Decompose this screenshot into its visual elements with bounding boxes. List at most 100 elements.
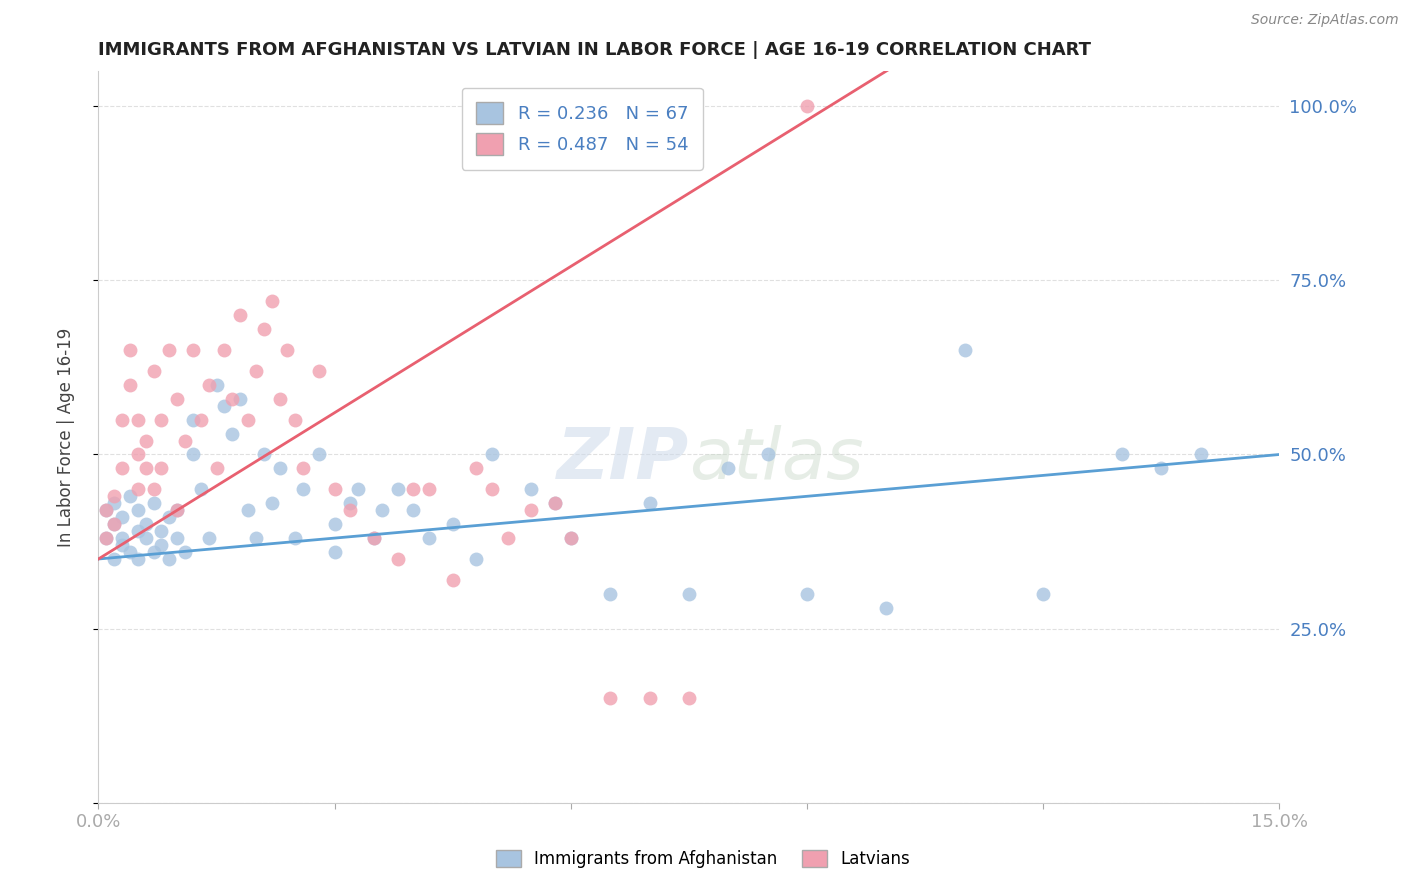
Point (544, 496, 567, 510)
Point (245, 531, 267, 545)
Point (269, 461, 291, 475)
Point (678, 587, 700, 601)
Point (174, 434, 197, 448)
Point (520, 503, 543, 517)
Point (174, 545, 197, 559)
Point (127, 524, 149, 538)
Point (181, 448, 204, 462)
Point (796, 587, 818, 601)
Point (560, 531, 582, 545)
Point (142, 496, 165, 510)
Point (111, 461, 134, 475)
Point (465, 461, 488, 475)
Point (111, 538, 134, 552)
Point (157, 552, 180, 566)
Text: IMMIGRANTS FROM AFGHANISTAN VS LATVIAN IN LABOR FORCE | AGE 16-19 CORRELATION CH: IMMIGRANTS FROM AFGHANISTAN VS LATVIAN I… (98, 41, 1091, 59)
Point (229, 308, 252, 322)
Text: Source: ZipAtlas.com: Source: ZipAtlas.com (1251, 13, 1399, 28)
Point (205, 461, 228, 475)
Point (347, 483, 370, 497)
Point (323, 483, 346, 497)
Point (127, 412, 149, 426)
Point (197, 531, 219, 545)
Point (157, 343, 180, 357)
Point (214, 399, 236, 413)
Point (166, 531, 188, 545)
Point (756, 448, 779, 462)
Point (308, 448, 330, 462)
Point (96, 503, 118, 517)
Point (181, 412, 204, 426)
Point (127, 503, 149, 517)
Point (150, 461, 173, 475)
Text: atlas: atlas (689, 425, 863, 493)
Point (1032, 587, 1054, 601)
Point (465, 552, 488, 566)
Point (96, 531, 118, 545)
Point (292, 483, 315, 497)
Point (96, 531, 118, 545)
Point (135, 434, 157, 448)
Point (214, 343, 236, 357)
Point (150, 538, 173, 552)
Point (142, 364, 165, 378)
Point (441, 573, 464, 587)
Point (1189, 448, 1212, 462)
Point (127, 552, 149, 566)
Point (638, 496, 661, 510)
Point (339, 496, 361, 510)
Point (142, 545, 165, 559)
Point (157, 510, 180, 524)
Point (284, 531, 307, 545)
Point (127, 483, 149, 497)
Point (197, 377, 219, 392)
Point (441, 517, 464, 532)
Point (418, 531, 440, 545)
Point (127, 448, 149, 462)
Point (323, 545, 346, 559)
Point (221, 392, 243, 406)
Point (481, 448, 503, 462)
Point (190, 412, 212, 426)
Point (953, 343, 976, 357)
Legend: Immigrants from Afghanistan, Latvians: Immigrants from Afghanistan, Latvians (489, 843, 917, 875)
Point (481, 483, 503, 497)
Point (520, 483, 543, 497)
Point (166, 503, 188, 517)
Point (103, 496, 125, 510)
Point (205, 377, 228, 392)
Text: ZIP: ZIP (557, 425, 689, 493)
Point (236, 412, 259, 426)
Point (308, 364, 330, 378)
Point (717, 461, 740, 475)
Point (402, 503, 425, 517)
Point (118, 489, 141, 503)
Point (135, 517, 157, 532)
Point (190, 483, 212, 497)
Point (221, 426, 243, 441)
Point (118, 343, 141, 357)
Point (269, 392, 291, 406)
Point (387, 552, 409, 566)
Point (599, 691, 621, 706)
Point (875, 600, 897, 615)
Point (292, 461, 315, 475)
Point (544, 496, 567, 510)
Point (371, 503, 394, 517)
Point (418, 483, 440, 497)
Point (236, 503, 259, 517)
Point (103, 517, 125, 532)
Point (103, 517, 125, 532)
Point (229, 392, 252, 406)
Point (1150, 461, 1173, 475)
Point (111, 412, 134, 426)
Point (323, 517, 346, 532)
Point (166, 392, 188, 406)
Point (260, 496, 283, 510)
Point (135, 531, 157, 545)
Point (111, 510, 134, 524)
Point (253, 448, 276, 462)
Point (339, 503, 361, 517)
Point (599, 587, 621, 601)
Point (253, 322, 276, 336)
